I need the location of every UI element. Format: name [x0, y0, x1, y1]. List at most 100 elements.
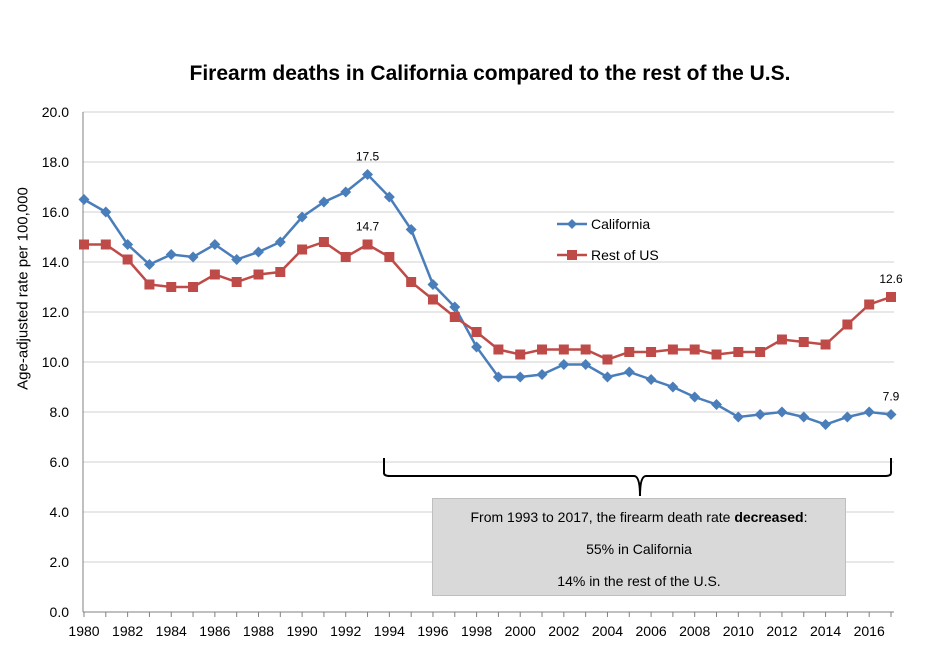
- legend-swatch-california: [557, 218, 587, 229]
- data-point-rest-of-us: [318, 237, 329, 247]
- data-point-rest-of-us: [188, 282, 199, 292]
- data-point-california: [231, 254, 243, 265]
- data-point-california: [340, 186, 352, 198]
- data-point-rest-of-us: [667, 344, 678, 355]
- data-point-rest-of-us: [144, 279, 155, 290]
- y-tick-label: 2.0: [50, 554, 70, 570]
- data-point-rest-of-us: [733, 347, 744, 357]
- y-tick-label: 20.0: [42, 104, 69, 120]
- data-point-rest-of-us: [427, 294, 438, 305]
- data-point-california: [798, 411, 810, 423]
- data-point-rest-of-us: [602, 354, 613, 365]
- data-point-california: [689, 391, 701, 403]
- x-tick-label: 2016: [854, 623, 885, 639]
- data-point-california: [645, 374, 657, 385]
- data-point-california: [122, 239, 134, 250]
- data-point-california: [296, 211, 308, 223]
- data-point-california: [209, 239, 221, 250]
- x-tick-label: 2006: [636, 623, 667, 639]
- data-point-rest-of-us: [275, 267, 286, 277]
- data-point-california: [863, 406, 875, 418]
- data-point-california: [601, 371, 613, 383]
- annotation-line-1-prefix: From 1993 to 2017, the firearm death rat…: [470, 509, 735, 525]
- data-point-rest-of-us: [231, 277, 242, 287]
- data-point-rest-of-us: [100, 239, 111, 250]
- data-label: 17.5: [356, 150, 380, 164]
- data-point-california: [274, 236, 286, 248]
- x-tick-label: 1990: [287, 623, 318, 639]
- y-tick-label: 6.0: [50, 454, 70, 470]
- data-label: 12.6: [879, 272, 903, 286]
- data-point-california: [78, 194, 90, 205]
- data-point-california: [711, 399, 723, 410]
- x-tick-label: 2012: [766, 623, 797, 639]
- data-point-california: [536, 369, 548, 380]
- data-point-california: [471, 341, 483, 353]
- brace-path: [383, 458, 892, 497]
- x-tick-label: 1988: [243, 623, 274, 639]
- legend: California Rest of US: [557, 208, 659, 270]
- data-point-rest-of-us: [384, 252, 395, 262]
- data-point-rest-of-us: [864, 299, 875, 310]
- data-point-rest-of-us: [406, 277, 417, 287]
- annotation-line-1: From 1993 to 2017, the firearm death rat…: [433, 499, 845, 531]
- y-tick-label: 16.0: [42, 204, 69, 220]
- data-point-rest-of-us: [689, 344, 700, 355]
- data-point-rest-of-us: [471, 327, 482, 337]
- data-point-rest-of-us: [449, 312, 460, 322]
- data-point-california: [623, 366, 635, 378]
- data-point-rest-of-us: [820, 339, 831, 350]
- annotation-box: From 1993 to 2017, the firearm death rat…: [432, 498, 846, 596]
- y-tick-label: 12.0: [42, 304, 69, 320]
- y-tick-label: 14.0: [42, 254, 69, 270]
- data-point-california: [754, 409, 766, 420]
- annotation-brace: [383, 458, 892, 497]
- y-tick-label: 18.0: [42, 154, 69, 170]
- x-tick-label: 1982: [112, 623, 143, 639]
- data-point-rest-of-us: [122, 254, 133, 265]
- legend-label-california: California: [591, 215, 651, 232]
- data-point-california: [405, 224, 417, 235]
- data-point-rest-of-us: [558, 344, 569, 355]
- data-point-california: [427, 279, 439, 290]
- y-tick-label: 0.0: [50, 604, 70, 620]
- data-point-rest-of-us: [711, 349, 722, 360]
- annotation-line-1-suffix: :: [803, 509, 808, 525]
- x-tick-label: 1984: [156, 623, 187, 639]
- data-point-rest-of-us: [209, 269, 220, 280]
- data-point-california: [885, 409, 897, 420]
- data-point-rest-of-us: [646, 347, 657, 357]
- data-label: 7.9: [883, 390, 900, 404]
- y-tick-label: 8.0: [50, 404, 70, 420]
- data-point-california: [492, 371, 504, 383]
- data-point-california: [100, 206, 112, 218]
- data-point-rest-of-us: [798, 337, 809, 347]
- data-point-california: [165, 249, 177, 260]
- data-point-california: [776, 406, 788, 418]
- x-tick-label: 2000: [505, 623, 536, 639]
- data-point-california: [580, 359, 592, 370]
- data-point-california: [514, 371, 526, 383]
- annotation-line-3: 14% in the rest of the U.S.: [557, 573, 721, 589]
- data-point-california: [841, 411, 853, 423]
- data-point-california: [362, 169, 374, 180]
- x-tick-label: 1980: [68, 623, 99, 639]
- annotation-line-1-bold: decreased: [734, 509, 804, 525]
- data-point-rest-of-us: [537, 344, 548, 355]
- data-point-rest-of-us: [515, 349, 526, 360]
- x-tick-label: 1996: [417, 623, 448, 639]
- data-point-rest-of-us: [166, 282, 177, 292]
- data-point-rest-of-us: [886, 292, 896, 302]
- data-point-california: [732, 411, 744, 423]
- data-labels: 17.5 14.7 12.6 7.9: [356, 150, 903, 404]
- data-point-rest-of-us: [624, 347, 635, 357]
- series-layer: [78, 169, 897, 430]
- data-point-rest-of-us: [580, 344, 591, 355]
- annotation-line-2: 55% in California: [586, 541, 692, 557]
- x-tick-labels: 1980 1982 1984 1986 1988 1990 1992 1994 1996 1998…: [68, 623, 885, 639]
- y-tick-labels: 0.0 2.0 4.0 6.0 8.0 10.0 12.0 14.0 16.0 18.0 20.0: [42, 104, 69, 620]
- legend-swatch-rest-of-us: [557, 249, 587, 260]
- x-tick-label: 1998: [461, 623, 492, 639]
- data-point-california: [449, 301, 461, 313]
- data-point-california: [667, 381, 679, 393]
